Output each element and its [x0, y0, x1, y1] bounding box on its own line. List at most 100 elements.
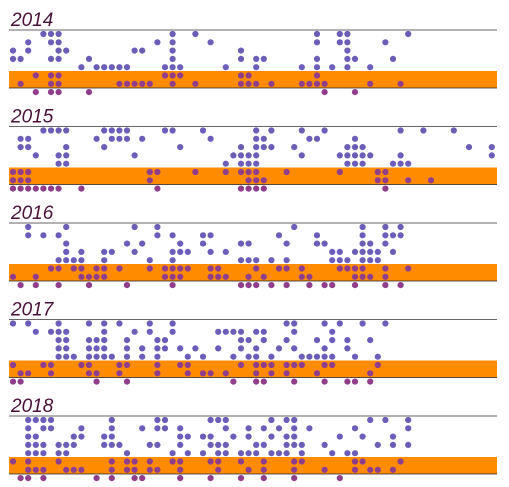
- data-dot: [184, 265, 191, 272]
- data-dot: [230, 353, 237, 360]
- data-dot: [351, 450, 359, 457]
- data-dot: [70, 433, 77, 440]
- data-dot: [146, 257, 153, 264]
- data-dot: [215, 273, 222, 280]
- data-dot: [9, 361, 17, 369]
- data-dot: [268, 416, 275, 424]
- data-dot: [55, 160, 62, 167]
- data-dot: [260, 177, 267, 184]
- data-dot: [25, 450, 32, 457]
- data-dot: [253, 328, 260, 335]
- data-dot: [32, 282, 39, 289]
- data-dot: [55, 152, 62, 159]
- data-dot: [336, 257, 343, 264]
- data-dot: [101, 433, 108, 440]
- data-dot: [237, 144, 245, 151]
- data-dot: [78, 466, 85, 473]
- data-dot: [336, 475, 343, 482]
- data-dot: [237, 47, 245, 54]
- data-dot: [47, 185, 55, 192]
- data-dot: [215, 458, 222, 465]
- data-dot: [344, 257, 351, 264]
- data-dot: [253, 160, 260, 167]
- data-dot: [93, 265, 100, 272]
- data-dot: [9, 458, 17, 465]
- data-dot: [298, 80, 305, 87]
- data-dot: [101, 328, 108, 335]
- data-dot: [177, 273, 184, 280]
- data-dot: [177, 64, 184, 71]
- data-dot: [47, 80, 55, 87]
- data-dot: [351, 353, 359, 360]
- data-dot: [146, 320, 153, 327]
- data-dot: [389, 248, 397, 255]
- data-dot: [367, 80, 374, 87]
- data-dot: [230, 152, 237, 159]
- data-dot: [336, 320, 343, 327]
- data-dot: [93, 353, 100, 360]
- data-dot: [298, 265, 305, 272]
- data-dot: [85, 320, 93, 327]
- data-dot: [344, 47, 351, 54]
- data-dot: [336, 30, 343, 38]
- data-dot: [260, 441, 267, 448]
- data-dot: [291, 441, 298, 448]
- data-dot: [291, 458, 298, 465]
- data-dot: [389, 55, 397, 63]
- data-dot: [123, 127, 131, 134]
- data-dot: [359, 248, 366, 255]
- data-dot: [40, 425, 47, 432]
- data-dot: [397, 152, 404, 159]
- data-dot: [291, 223, 298, 231]
- data-dot: [123, 458, 131, 465]
- data-dot: [199, 433, 207, 440]
- data-dot: [154, 39, 161, 46]
- data-dot: [169, 55, 176, 63]
- data-dot: [275, 232, 283, 239]
- data-dot: [237, 185, 245, 192]
- data-dot: [70, 265, 77, 272]
- data-dot: [397, 458, 404, 465]
- data-dot: [169, 39, 176, 46]
- data-dot: [321, 466, 328, 473]
- data-dot: [351, 152, 359, 159]
- data-dot: [131, 458, 138, 465]
- data-dot: [245, 177, 252, 184]
- year-panel-2015: 2015: [9, 107, 497, 192]
- data-dot: [40, 466, 47, 473]
- data-dot: [283, 240, 290, 247]
- data-dot: [139, 475, 146, 482]
- data-dot: [321, 127, 328, 134]
- data-dot: [207, 273, 214, 280]
- data-dot: [321, 89, 328, 96]
- data-dot: [260, 273, 267, 280]
- data-dot: [465, 144, 473, 151]
- data-dot: [268, 361, 275, 369]
- data-dot: [268, 353, 275, 360]
- data-dot: [55, 127, 62, 134]
- data-dot: [215, 265, 222, 272]
- data-dot: [253, 370, 260, 377]
- data-dot: [298, 353, 305, 360]
- year-panel-2014: 2014: [9, 10, 497, 96]
- data-dot: [101, 144, 108, 151]
- data-dot: [131, 328, 138, 335]
- data-dot: [222, 450, 229, 457]
- data-dot: [389, 433, 397, 440]
- data-dot: [25, 39, 32, 46]
- data-dot: [25, 177, 32, 184]
- data-dot: [93, 273, 100, 280]
- data-dot: [154, 466, 161, 473]
- data-dot: [298, 152, 305, 159]
- data-dot: [169, 127, 176, 134]
- data-dot: [344, 450, 351, 457]
- data-dot: [405, 177, 412, 184]
- data-dot: [237, 361, 245, 369]
- data-dot: [215, 450, 222, 457]
- data-dot: [25, 223, 32, 231]
- data-dot: [78, 185, 85, 192]
- data-dot: [131, 152, 138, 159]
- data-dot: [161, 416, 169, 424]
- data-dot: [177, 265, 184, 272]
- data-dot: [25, 144, 32, 151]
